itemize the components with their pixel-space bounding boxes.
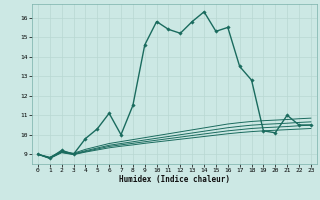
X-axis label: Humidex (Indice chaleur): Humidex (Indice chaleur) xyxy=(119,175,230,184)
